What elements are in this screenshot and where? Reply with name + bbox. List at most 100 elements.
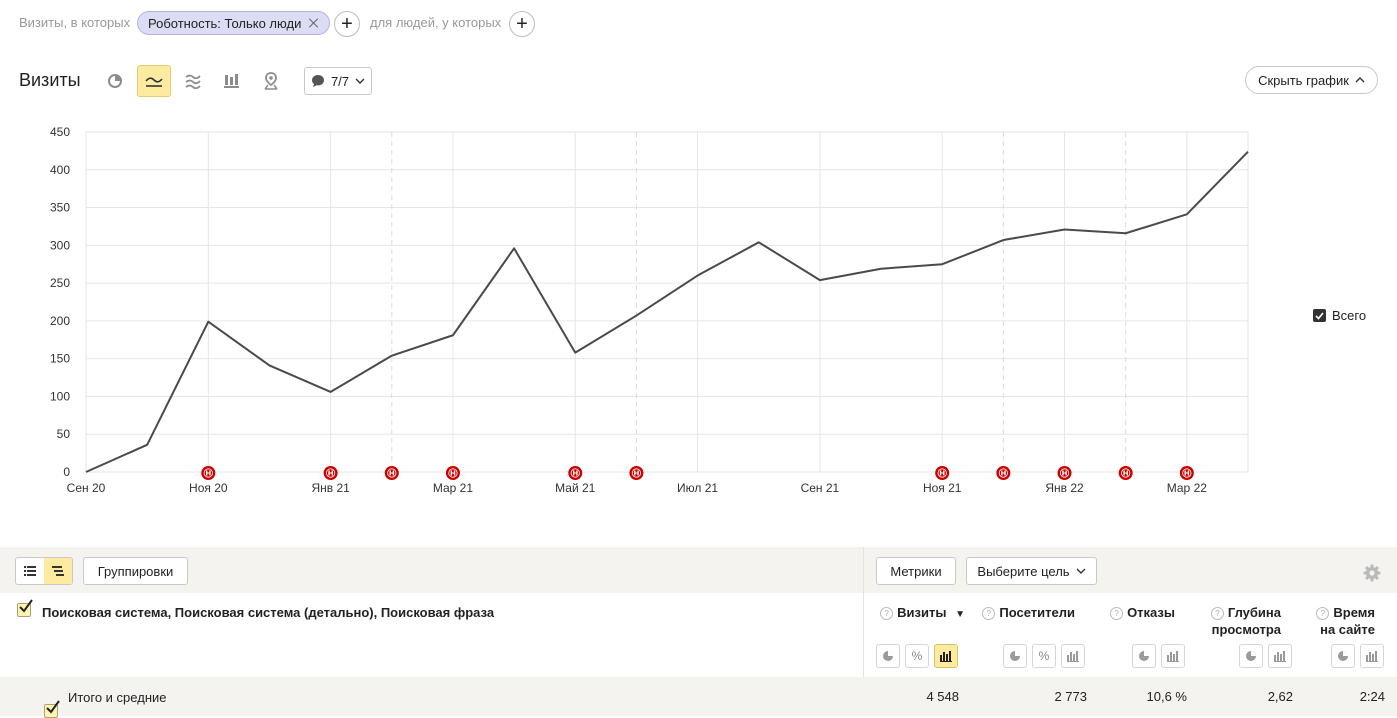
help-icon[interactable]: ? [1210, 607, 1224, 620]
chevron-up-icon [1355, 77, 1365, 83]
list-icon [24, 566, 36, 576]
annotations-count: 7/7 [330, 73, 350, 89]
tree-view-button[interactable] [44, 558, 72, 584]
chart-type-map-button[interactable] [254, 65, 288, 97]
pie-view-button[interactable] [1132, 644, 1156, 668]
annotation-marker[interactable]: Н [445, 466, 460, 480]
add-visit-condition-button[interactable]: + [334, 11, 360, 37]
total-visitors-value: 2 773 [1054, 689, 1087, 704]
segment-chip-robotness[interactable]: Роботность: Только люди [137, 11, 331, 35]
choose-goal-label: Выберите цель [977, 563, 1070, 579]
chart-type-bar-button[interactable] [215, 65, 249, 97]
metric-header-depth[interactable]: ? Глубина просмотра [1210, 605, 1281, 637]
data-point [512, 246, 516, 250]
data-point [329, 390, 333, 394]
y-tick-label: 400 [50, 163, 70, 177]
annotation-marker[interactable]: Н [1118, 466, 1133, 480]
metrics-button[interactable]: Метрики [876, 557, 956, 585]
x-tick-label: Мар 22 [1167, 481, 1207, 495]
chart-type-pie-button[interactable] [98, 65, 132, 97]
x-tick-label: Ноя 20 [189, 481, 228, 495]
table-divider [863, 547, 864, 716]
gear-icon[interactable] [1363, 564, 1381, 582]
sort-desc-icon: ▼ [955, 609, 965, 620]
bar-view-button[interactable] [1161, 644, 1185, 668]
annotation-marker[interactable]: Н [1057, 466, 1072, 480]
map-icon [264, 72, 278, 90]
bar-view-button[interactable] [1061, 644, 1085, 668]
help-icon[interactable]: ? [1316, 607, 1330, 620]
bar-view-button[interactable] [1360, 644, 1384, 668]
metric-header-visitors[interactable]: ? Посетители [982, 604, 1075, 621]
metric-header-bounces[interactable]: ? Отказы [1110, 604, 1175, 621]
table-view-toggle [15, 557, 73, 585]
percent-view-button[interactable]: % [905, 644, 929, 668]
svg-text:Н: Н [572, 470, 578, 478]
data-point [1001, 238, 1005, 242]
svg-text:Н: Н [1184, 470, 1190, 478]
comment-icon [311, 75, 324, 87]
annotation-marker[interactable]: Н [629, 466, 644, 480]
help-icon[interactable]: ? [982, 607, 996, 620]
add-people-condition-button[interactable]: + [509, 11, 535, 37]
check-icon [19, 599, 33, 613]
chevron-down-icon [355, 78, 365, 84]
annotation-marker[interactable]: Н [996, 466, 1011, 480]
data-point [267, 363, 271, 367]
metric-header-time[interactable]: ? Время на сайте [1316, 604, 1375, 638]
bar-chart-icon [1067, 651, 1079, 662]
pie-chart-icon [1246, 651, 1256, 661]
svg-text:Н: Н [389, 470, 395, 478]
percent-view-button[interactable]: % [1032, 644, 1056, 668]
list-view-button[interactable] [16, 558, 44, 584]
x-tick-label: Мар 21 [433, 481, 473, 495]
annotation-marker[interactable]: Н [1179, 466, 1194, 480]
groupings-label: Группировки [97, 563, 174, 579]
y-tick-label: 200 [50, 314, 70, 328]
close-icon[interactable] [309, 18, 319, 28]
bar-chart-icon [224, 74, 239, 88]
bar-view-button[interactable] [934, 644, 958, 668]
line-chart-icon [145, 77, 163, 87]
series-line-total [85, 150, 1249, 473]
annotation-marker[interactable]: Н [201, 466, 216, 480]
legend-item-total[interactable]: Всего [1313, 308, 1366, 323]
y-tick-label: 150 [50, 352, 70, 366]
percent-icon: % [1038, 649, 1050, 663]
total-bounces-value: 10,6 % [1146, 689, 1187, 704]
total-time-value: 2:24 [1359, 689, 1385, 704]
visits-line-chart: 0 50 100 150 200 250 300 350 400 450 Сен 20 Ноя 20 Я… [50, 125, 1249, 495]
legend-checkbox[interactable] [1313, 309, 1326, 322]
hide-chart-button[interactable]: Скрыть график [1245, 66, 1378, 94]
data-point [634, 314, 638, 318]
annotation-marker[interactable]: Н [568, 466, 583, 480]
svg-text:Н: Н [1123, 470, 1129, 478]
bar-view-button[interactable] [1268, 644, 1292, 668]
x-tick-label: Сен 21 [801, 481, 840, 495]
dimension-checkbox[interactable] [17, 599, 33, 617]
y-tick-label: 250 [50, 276, 70, 290]
svg-text:Н: Н [1000, 470, 1006, 478]
choose-goal-dropdown[interactable]: Выберите цель [966, 557, 1097, 585]
pie-view-button[interactable] [876, 644, 900, 668]
pie-view-button[interactable] [1239, 644, 1263, 668]
svg-text:Н: Н [1062, 470, 1068, 478]
annotation-marker[interactable]: Н [384, 466, 399, 480]
help-icon[interactable]: ? [1110, 607, 1124, 620]
tree-list-icon [52, 566, 64, 576]
groupings-button[interactable]: Группировки [83, 557, 188, 585]
pie-view-button[interactable] [1331, 644, 1355, 668]
chart-type-area-button[interactable] [176, 65, 210, 97]
annotation-marker[interactable]: Н [323, 466, 338, 480]
pie-view-button[interactable] [1003, 644, 1027, 668]
chart-type-line-button[interactable] [137, 65, 171, 97]
x-tick-label: Сен 20 [67, 481, 106, 495]
data-point [1124, 231, 1128, 235]
svg-text:Н: Н [633, 470, 639, 478]
x-tick-label: Янв 21 [311, 481, 350, 495]
metric-header-visits[interactable]: ? Визиты ▼ [880, 604, 965, 623]
help-icon[interactable]: ? [880, 607, 894, 620]
annotation-marker[interactable]: Н [935, 466, 950, 480]
annotations-dropdown[interactable]: 7/7 [304, 67, 372, 95]
segment-chip-label: Роботность: Только люди [148, 15, 302, 31]
